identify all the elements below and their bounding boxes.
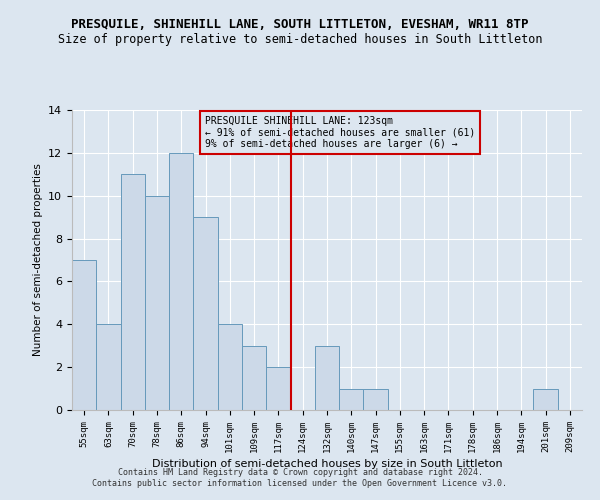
Bar (315, 346, 339, 410)
Text: PRESQUILE, SHINEHILL LANE, SOUTH LITTLETON, EVESHAM, WR11 8TP: PRESQUILE, SHINEHILL LANE, SOUTH LITTLET… (71, 18, 529, 30)
Bar (218, 324, 242, 410)
Bar (242, 346, 266, 410)
Bar (72, 260, 96, 410)
Text: Size of property relative to semi-detached houses in South Littleton: Size of property relative to semi-detach… (58, 32, 542, 46)
Text: Contains HM Land Registry data © Crown copyright and database right 2024.
Contai: Contains HM Land Registry data © Crown c… (92, 468, 508, 487)
Bar (145, 196, 169, 410)
Text: PRESQUILE SHINEHILL LANE: 123sqm
← 91% of semi-detached houses are smaller (61)
: PRESQUILE SHINEHILL LANE: 123sqm ← 91% o… (205, 116, 475, 149)
Bar (96, 324, 121, 410)
Bar (121, 174, 145, 410)
Bar (364, 388, 388, 410)
Bar (339, 388, 364, 410)
Bar (266, 367, 290, 410)
Bar (533, 388, 558, 410)
Bar (169, 153, 193, 410)
Bar (193, 217, 218, 410)
X-axis label: Distribution of semi-detached houses by size in South Littleton: Distribution of semi-detached houses by … (152, 459, 502, 469)
Y-axis label: Number of semi-detached properties: Number of semi-detached properties (32, 164, 43, 356)
